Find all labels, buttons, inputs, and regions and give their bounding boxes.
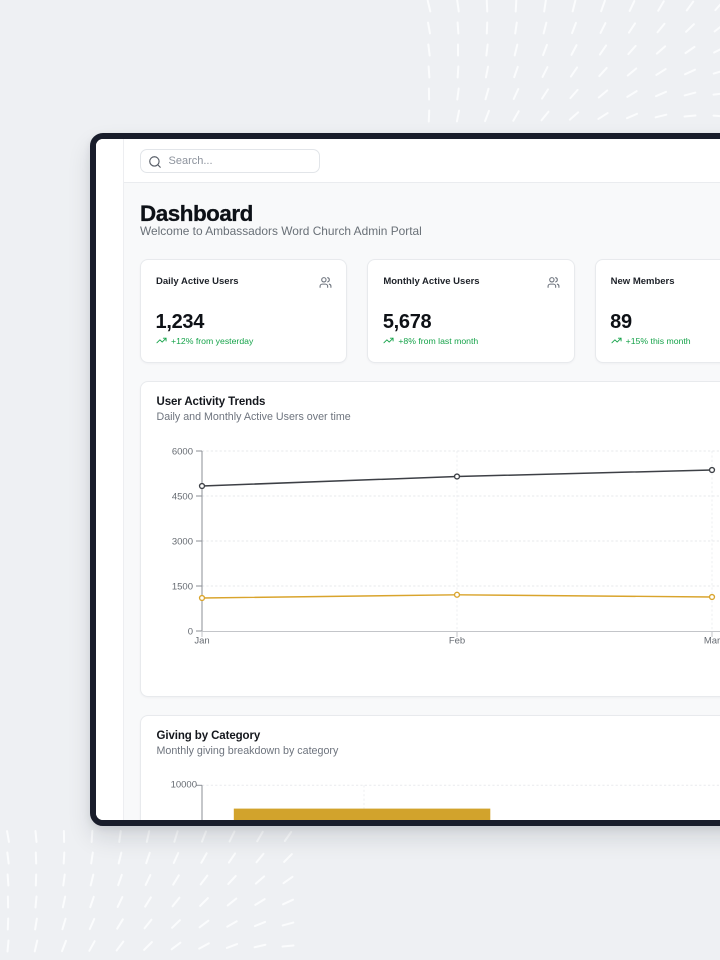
svg-text:10000: 10000 bbox=[171, 779, 197, 790]
svg-text:Mar: Mar bbox=[704, 635, 720, 646]
svg-text:Feb: Feb bbox=[449, 635, 465, 646]
svg-text:1500: 1500 bbox=[172, 581, 193, 592]
svg-text:Jan: Jan bbox=[194, 635, 209, 646]
svg-text:4500: 4500 bbox=[172, 491, 193, 502]
svg-text:6000: 6000 bbox=[172, 446, 193, 457]
svg-text:0: 0 bbox=[188, 626, 193, 637]
svg-text:3000: 3000 bbox=[172, 536, 193, 547]
